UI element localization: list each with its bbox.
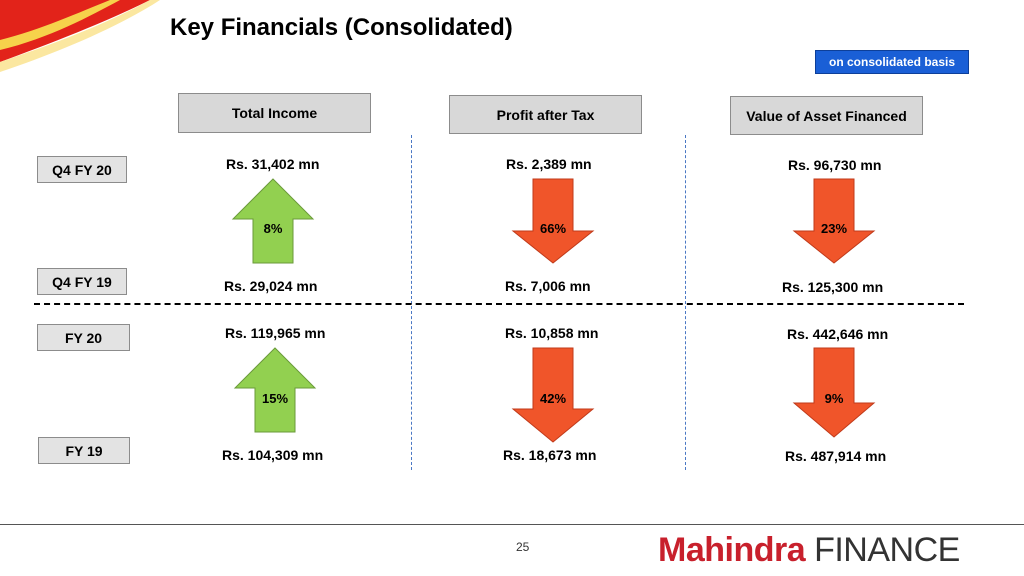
fy20-asset-financed: Rs. 442,646 mn [787,326,889,342]
footer-divider [0,524,1024,525]
header-value-of-asset-financed: Value of Asset Financed [730,96,923,135]
column-divider [685,135,686,470]
up-arrow-icon: 8% [231,178,315,264]
q4fy19-total-income: Rs. 29,024 mn [224,278,318,294]
q4-total-income-change: 8% [264,221,283,236]
fy19-profit-after-tax: Rs. 18,673 mn [503,447,597,463]
row-label-q4-fy20: Q4 FY 20 [37,156,127,183]
logo-brand: Mahindra [658,531,806,569]
row-label-q4-fy19: Q4 FY 19 [37,268,127,295]
down-arrow-icon: 66% [511,178,595,264]
fy19-asset-financed: Rs. 487,914 mn [785,448,887,464]
header-profit-after-tax: Profit after Tax [449,95,642,134]
down-arrow-icon: 42% [511,347,595,443]
q4fy20-asset-financed: Rs. 96,730 mn [788,157,882,173]
down-arrow-icon: 23% [792,178,876,264]
fy-profit-after-tax-change: 42% [540,391,566,406]
fy-total-income-change: 15% [262,391,288,406]
fy-asset-financed-change: 9% [825,391,844,406]
corner-swoosh-graphic [0,0,160,72]
q4-asset-financed-change: 23% [821,221,847,236]
up-arrow-icon: 15% [233,347,317,433]
logo-suffix: FINANCE [814,531,960,569]
consolidated-basis-badge: on consolidated basis [815,50,969,74]
column-divider [411,135,412,470]
mahindra-finance-logo: Mahindra FINANCE [658,531,960,570]
header-total-income: Total Income [178,93,371,133]
fy20-total-income: Rs. 119,965 mn [225,325,326,341]
q4fy19-profit-after-tax: Rs. 7,006 mn [505,278,591,294]
q4fy20-profit-after-tax: Rs. 2,389 mn [506,156,592,172]
row-label-fy19: FY 19 [38,437,130,464]
page-title: Key Financials (Consolidated) [170,14,513,41]
fy20-profit-after-tax: Rs. 10,858 mn [505,325,599,341]
down-arrow-icon: 9% [792,347,876,438]
q4fy19-asset-financed: Rs. 125,300 mn [782,279,884,295]
q4-profit-after-tax-change: 66% [540,221,566,236]
page-number: 25 [516,540,530,554]
section-divider [34,303,964,305]
q4fy20-total-income: Rs. 31,402 mn [226,156,320,172]
row-label-fy20: FY 20 [37,324,130,351]
fy19-total-income: Rs. 104,309 mn [222,447,324,463]
